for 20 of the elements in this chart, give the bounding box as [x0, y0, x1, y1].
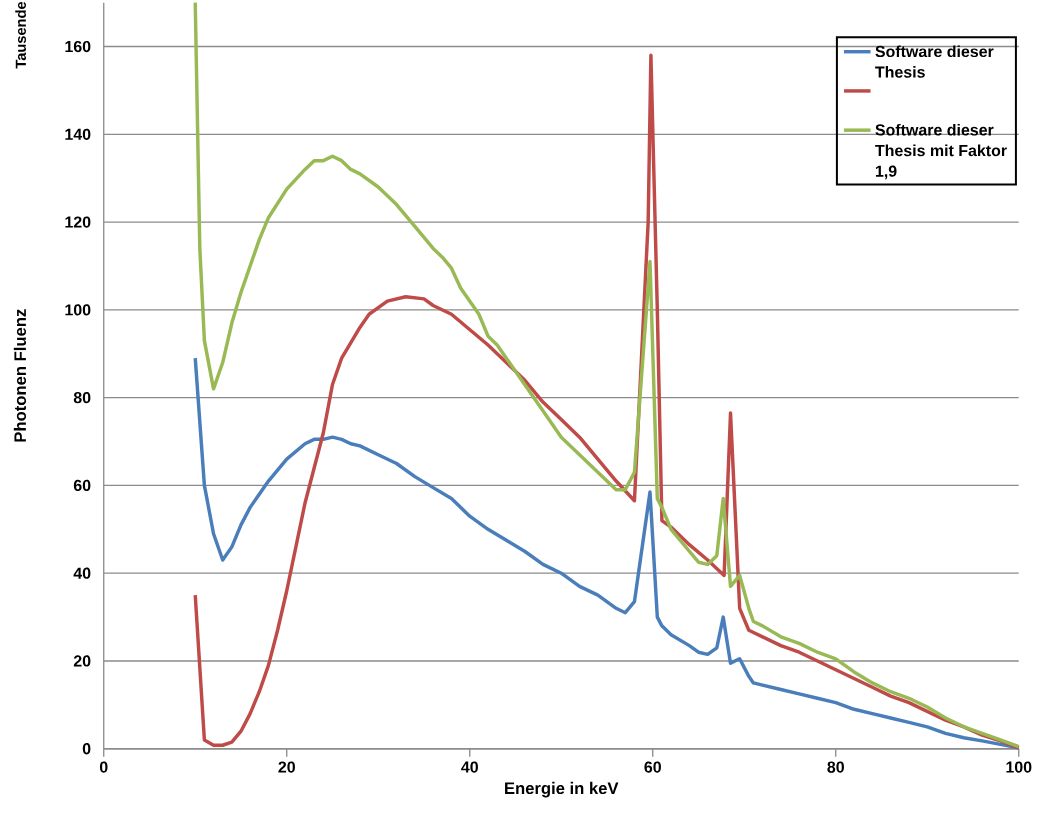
y-tick-label: 0 — [82, 743, 91, 755]
y-tick-label: 160 — [65, 40, 91, 53]
y-axis-title: Photonen Fluenz — [13, 309, 27, 442]
y-tick-label: 40 — [73, 567, 91, 579]
y-tick-label: 140 — [65, 128, 91, 140]
y-tick-label: 80 — [73, 391, 91, 404]
x-tick-label: 60 — [644, 761, 661, 773]
y-tick-label: 120 — [65, 216, 91, 228]
text: Tausende — [15, 1, 26, 69]
x-tick-label: 0 — [99, 761, 108, 773]
y-tick-label: 60 — [73, 479, 91, 491]
y-tick-label: 100 — [65, 304, 91, 316]
legend-label: Software dieser Thesis — [875, 45, 994, 78]
x-tick-label: 100 — [1006, 761, 1032, 773]
x-tick-label: 40 — [461, 761, 478, 773]
x-tick-label: 80 — [827, 761, 844, 773]
y-tick-label: 20 — [73, 655, 91, 667]
x-tick-label: 20 — [278, 761, 295, 773]
x-axis-title: Energie in keV — [505, 781, 619, 798]
legend-label: Software dieser Thesis mit Faktor 1,9 — [875, 123, 1007, 180]
